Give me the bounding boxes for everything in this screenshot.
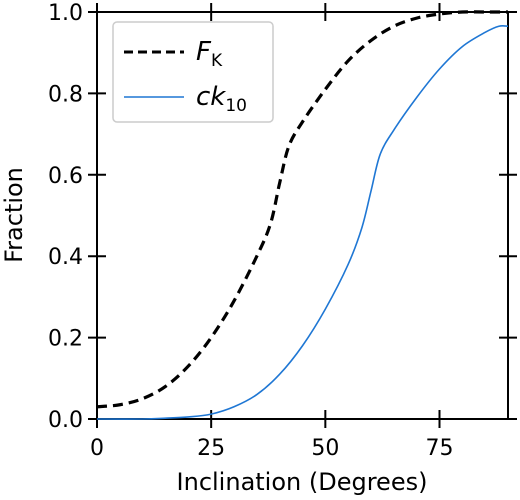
x-tick-label: 75 <box>426 436 454 461</box>
y-tick-label: 0.8 <box>48 82 83 107</box>
x-tick-label: 0 <box>90 436 104 461</box>
x-tick-label: 25 <box>197 436 225 461</box>
y-tick-label: 1.0 <box>48 1 83 26</box>
y-axis-label: Fraction <box>0 167 28 263</box>
x-tick-label: 50 <box>311 436 339 461</box>
y-tick-label: 0.2 <box>48 327 83 352</box>
x-axis-label: Inclination (Degrees) <box>177 468 428 496</box>
axis-ticks: 0 25 50 75 0.0 0.2 0.4 0.6 0.8 1.0 <box>48 1 517 461</box>
y-tick-label: 0.6 <box>48 164 83 189</box>
y-tick-label: 0.4 <box>48 245 83 270</box>
series-layer <box>96 10 509 420</box>
legend-label-ck10: ck10 <box>196 82 247 116</box>
plot-frame <box>96 11 509 420</box>
series-line-fk <box>96 10 508 409</box>
legend-box <box>112 21 274 123</box>
legend-label-fk: FK <box>196 37 223 71</box>
legend: FK ck10 <box>112 21 274 123</box>
y-tick-label: 0.0 <box>48 408 83 433</box>
series-line-ck10 <box>96 25 509 420</box>
